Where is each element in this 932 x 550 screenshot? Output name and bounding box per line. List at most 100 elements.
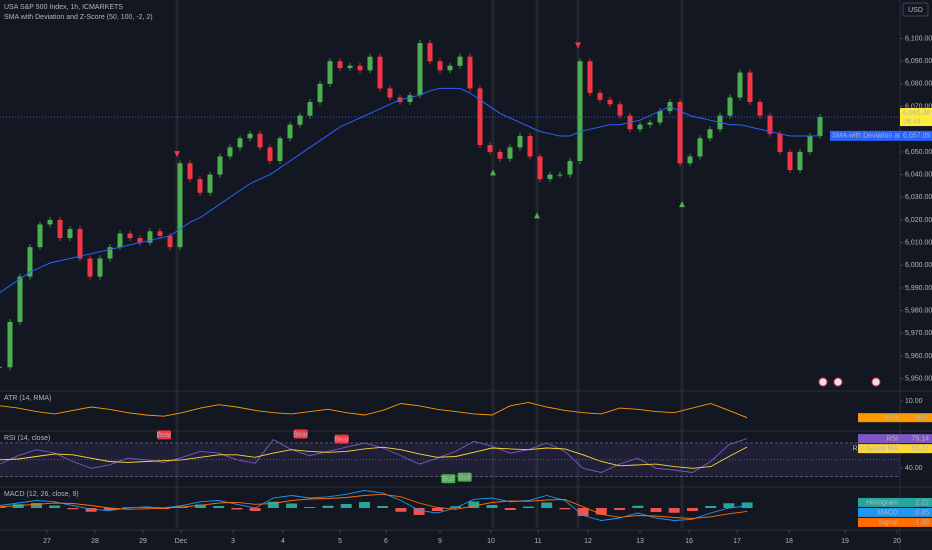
candle xyxy=(287,124,293,139)
x-tick-label: 18 xyxy=(785,538,793,545)
candle xyxy=(117,233,123,248)
candle xyxy=(467,56,473,89)
histogram-bar xyxy=(686,508,698,511)
series-last-value: 65.24 xyxy=(911,445,929,452)
currency-button[interactable] xyxy=(902,2,929,17)
indicator-title: SMA with Deviation and Z-Score (50, 100,… xyxy=(4,14,153,21)
buy-signal xyxy=(534,212,540,219)
sma-line xyxy=(0,87,821,293)
candle xyxy=(757,102,763,116)
y-tick-label: 6,020.00 xyxy=(905,217,932,224)
candle xyxy=(327,61,333,84)
x-tick-label: 29 xyxy=(139,538,147,545)
value-box-name xyxy=(858,444,900,454)
value-box-name xyxy=(858,517,900,527)
candle xyxy=(217,156,223,175)
histogram-bar xyxy=(231,508,243,510)
candle xyxy=(157,231,163,236)
candle xyxy=(697,138,703,157)
histogram-bar xyxy=(650,508,662,512)
y-tick-label: 5,990.00 xyxy=(905,285,932,292)
y-tick-label: 10.00 xyxy=(905,398,923,405)
histogram-bar xyxy=(30,503,42,508)
signal-highlight xyxy=(535,0,539,528)
sma-name-box xyxy=(830,130,900,141)
histogram-bar xyxy=(486,505,498,508)
candle xyxy=(457,56,463,66)
candle xyxy=(97,258,103,277)
series-last-value: 8.57 xyxy=(915,415,929,422)
histogram-bar xyxy=(322,505,334,508)
signal-label-box xyxy=(457,472,472,482)
last-price: 6,065.38 xyxy=(903,110,930,117)
histogram-bar xyxy=(103,508,115,511)
value-box-name xyxy=(858,507,900,517)
candle xyxy=(207,174,213,193)
value-box-name xyxy=(858,497,900,507)
currency[interactable]: USD xyxy=(908,7,923,14)
x-tick-label: 5 xyxy=(338,538,342,545)
event-icon[interactable] xyxy=(833,377,843,387)
candle xyxy=(747,72,753,103)
histogram-bar xyxy=(49,505,61,508)
value-box xyxy=(900,434,932,444)
event-icon[interactable] xyxy=(871,377,881,387)
sma-value-box xyxy=(900,130,932,141)
histogram-bar xyxy=(140,507,152,508)
candle xyxy=(617,104,623,116)
buy-signal xyxy=(490,169,496,176)
candle xyxy=(67,229,73,239)
histogram-bar xyxy=(668,508,680,513)
histogram-bar xyxy=(468,501,480,508)
candle xyxy=(577,61,583,161)
histogram-bar xyxy=(431,508,443,511)
y-tick-label: 40.00 xyxy=(905,465,923,472)
candle xyxy=(47,219,53,225)
histogram-bar xyxy=(723,503,735,508)
histogram-bar xyxy=(358,502,370,508)
candle xyxy=(57,219,63,239)
sma-value: 6,057.09 xyxy=(903,133,930,140)
series-name: Histogram xyxy=(866,499,898,506)
histogram-bar xyxy=(249,508,261,511)
value-box xyxy=(900,444,932,454)
series-last-value: 0.85 xyxy=(915,509,929,516)
y-tick-label: 6,080.00 xyxy=(905,81,932,88)
candle xyxy=(127,233,133,239)
candle xyxy=(167,235,173,248)
candle xyxy=(517,136,523,148)
candle xyxy=(247,133,253,139)
y-tick-label: 5,970.00 xyxy=(905,330,932,337)
candle xyxy=(547,174,553,180)
candle xyxy=(87,258,93,277)
candle xyxy=(427,43,433,62)
candle xyxy=(677,102,683,164)
candle xyxy=(787,151,793,171)
candle xyxy=(367,56,373,71)
x-tick-label: Dec xyxy=(175,538,188,545)
histogram-bar xyxy=(304,507,316,508)
x-tick-label: 12 xyxy=(584,538,592,545)
candle xyxy=(347,65,353,69)
candle xyxy=(377,56,383,89)
signal-label: Bear xyxy=(334,436,349,443)
pane-title: ATR (14, RMA) xyxy=(4,395,51,402)
sell-signal xyxy=(575,42,581,49)
histogram-bar xyxy=(67,508,79,510)
histogram-bar xyxy=(614,508,626,510)
histogram-bar xyxy=(559,508,571,510)
value-box-name xyxy=(858,413,900,423)
y-tick-label: 5,950.00 xyxy=(905,376,932,383)
value-box xyxy=(900,413,932,423)
pane-title: MACD (12, 26, close, 9) xyxy=(4,491,79,498)
candle xyxy=(197,179,203,193)
indicator-line xyxy=(0,438,748,473)
event-icon[interactable] xyxy=(818,377,828,387)
x-tick-label: 9 xyxy=(438,538,442,545)
signal-label-box xyxy=(157,430,171,440)
x-tick-label: 10 xyxy=(487,538,495,545)
candle xyxy=(607,99,613,105)
value-box xyxy=(900,517,932,527)
value-box xyxy=(900,507,932,517)
x-tick-label: 17 xyxy=(733,538,741,545)
